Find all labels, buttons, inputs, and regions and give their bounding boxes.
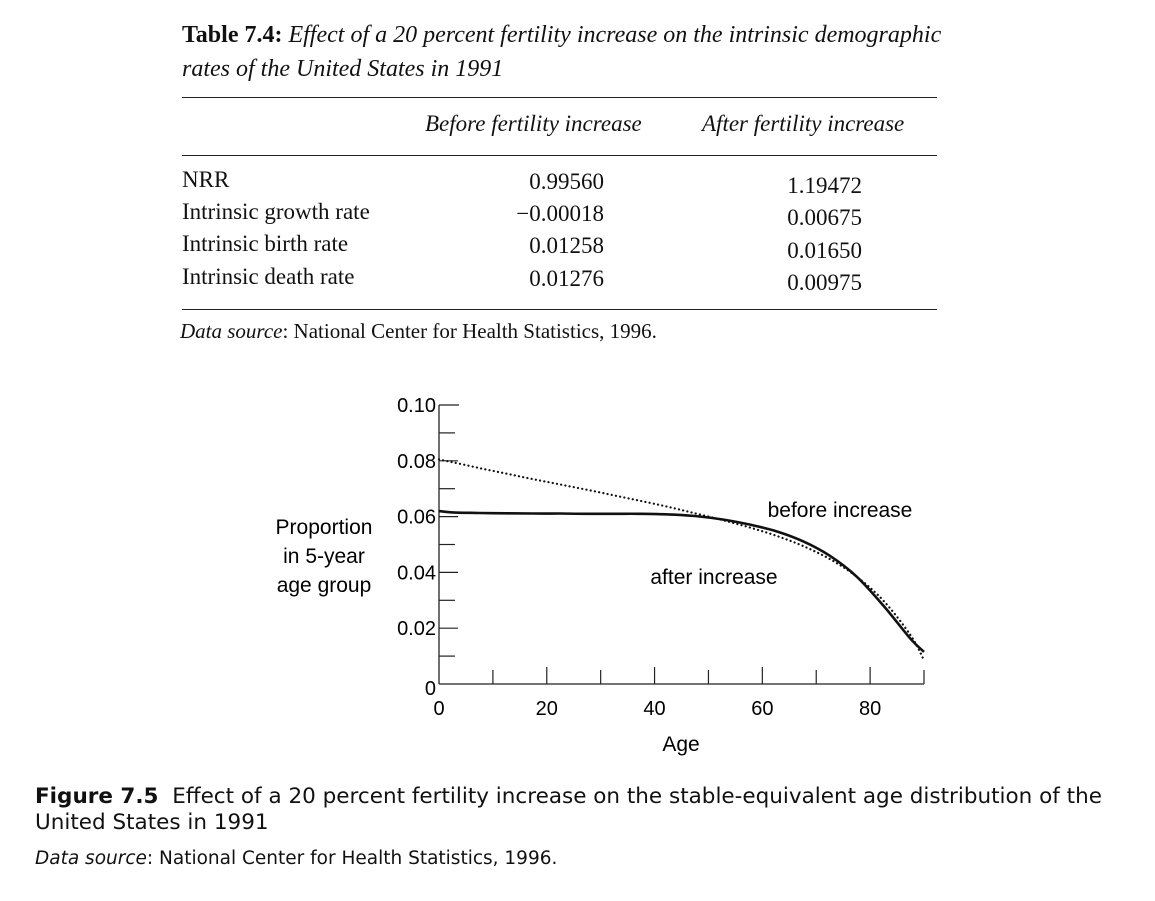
x-tick-label: 0: [433, 698, 444, 720]
y-axis-label-line-2: in 5-year: [283, 545, 365, 568]
age-distribution-chart: 0 0.02 0.04 0.06 0.08 0.10 0 20 40 60 80 Proportio…: [276, 395, 926, 756]
y-tick-label: 0.04: [397, 562, 436, 584]
column-header-before: Before fertility increase: [425, 111, 642, 136]
column-header-after: After fertility increase: [702, 111, 905, 136]
figure-source-label: Data source: [35, 848, 147, 869]
row-label-growth-rate: Intrinsic growth rate: [182, 199, 370, 224]
table-title: Effect of a 20 percent fertility increas…: [182, 22, 942, 82]
figure-caption-text: Effect of a 20 percent fertility increas…: [35, 784, 1102, 835]
y-axis-label-line-3: age group: [277, 574, 372, 597]
figure-data-source: Data source: National Center for Health …: [35, 848, 557, 869]
x-tick-label: 40: [643, 698, 665, 720]
x-tick-label: 80: [859, 698, 881, 720]
y-tick-label: 0.06: [397, 507, 436, 529]
chart-series: [437, 458, 926, 662]
cell-death-rate-before: 0.01276: [529, 266, 604, 291]
chart-ticks: 0 0.02 0.04 0.06 0.08 0.10 0 20 40 60 80: [397, 395, 925, 720]
y-tick-label: 0: [425, 678, 436, 700]
table-label: Table 7.4:: [182, 22, 283, 48]
chart-axes: [438, 404, 924, 685]
x-axis-label: Age: [662, 733, 699, 756]
figure-label: Figure 7.5: [35, 784, 159, 809]
cell-growth-rate-before: −0.00018: [516, 201, 604, 226]
row-label-birth-rate: Intrinsic birth rate: [182, 231, 349, 256]
cell-nrr-after: 1.19472: [787, 173, 862, 198]
cell-death-rate-after: 0.00975: [787, 270, 862, 295]
table-top-rule: [182, 97, 937, 98]
table-source-text: : National Center for Health Statistics,…: [282, 319, 657, 343]
series-after-increase-line: [437, 458, 926, 662]
cell-growth-rate-after: 0.00675: [787, 205, 862, 230]
table-bottom-rule: [182, 309, 937, 310]
series-label-before: before increase: [768, 499, 913, 522]
row-label-death-rate: Intrinsic death rate: [182, 264, 355, 289]
figure-source-text: : National Center for Health Statistics,…: [146, 848, 558, 869]
y-axis-label-line-1: Proportion: [276, 516, 373, 539]
x-tick-label: 20: [536, 698, 558, 720]
figure-caption: Figure 7.5 Effect of a 20 percent fertil…: [35, 784, 1135, 836]
cell-birth-rate-before: 0.01258: [529, 233, 604, 258]
table-caption: Table 7.4: Effect of a 20 percent fertil…: [182, 18, 942, 86]
table-header-rule: [182, 155, 937, 156]
y-tick-label: 0.02: [397, 618, 436, 640]
cell-birth-rate-after: 0.01650: [787, 238, 862, 263]
cell-nrr-before: 0.99560: [529, 169, 604, 194]
row-label-nrr: NRR: [182, 167, 230, 192]
series-label-after: after increase: [650, 566, 777, 589]
y-tick-label: 0.10: [397, 395, 436, 417]
y-tick-label: 0.08: [397, 451, 436, 473]
table-source-label: Data source: [180, 319, 283, 343]
x-tick-label: 60: [751, 698, 773, 720]
table-data-source: Data source: National Center for Health …: [180, 319, 657, 344]
